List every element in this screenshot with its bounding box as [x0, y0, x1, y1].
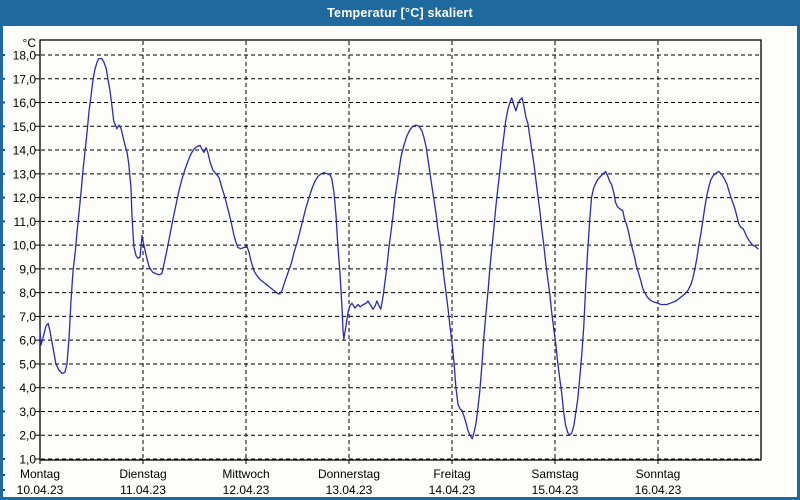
day-date-label: 15.04.23	[532, 483, 579, 497]
y-tick-label: 17,0	[13, 72, 37, 86]
y-tick-label: 10,0	[13, 239, 37, 253]
y-tick-label: 16,0	[13, 96, 37, 110]
y-axis-unit-label: °C	[23, 36, 37, 50]
plot-border	[39, 39, 762, 461]
temperature-chart: 18,0 17,0 16,0 15,0 14,0 13,0 12,0 11,0 10,0 9,0 8…	[3, 36, 762, 497]
y-tick-label: 9,0	[19, 262, 36, 276]
temperature-line	[39, 57, 759, 440]
y-tick-label: 5,0	[19, 357, 36, 371]
day-date-label: 12.04.23	[223, 483, 270, 497]
day-date-label: 11.04.23	[120, 483, 166, 497]
day-name-label: Samstag	[531, 467, 578, 481]
y-tick-label: 13,0	[13, 167, 37, 181]
day-name-label: Dienstag	[119, 467, 166, 481]
y-tick-label: 7,0	[19, 310, 36, 324]
day-name-label: Mittwoch	[222, 467, 269, 481]
title-bar[interactable]: Temperatur [°C] skaliert	[3, 0, 797, 26]
window-title: Temperatur [°C] skaliert	[327, 6, 473, 20]
day-date-label: 16.04.23	[635, 483, 682, 497]
y-tick-label: 2,0	[19, 429, 36, 443]
y-tick-label: 14,0	[13, 144, 37, 158]
y-tick-label: 12,0	[13, 191, 37, 205]
day-date-label: 13.04.23	[326, 483, 373, 497]
y-tick-label: 11,0	[14, 215, 37, 229]
y-tick-label: 6,0	[19, 334, 36, 348]
y-tick-label: 18,0	[13, 49, 37, 63]
y-tick-label: 8,0	[19, 286, 36, 300]
day-date-label: 14.04.23	[429, 483, 476, 497]
y-tick-label: 15,0	[13, 120, 37, 134]
y-tick-label: 4,0	[19, 381, 36, 395]
day-name-label: Sonntag	[636, 467, 681, 481]
y-tick-label: 1,0	[19, 453, 36, 467]
day-date-label: 10.04.23	[17, 483, 64, 497]
day-name-label: Freitag	[433, 467, 470, 481]
chart-area: 18,0 17,0 16,0 15,0 14,0 13,0 12,0 11,0 10,0 9,0 8…	[3, 26, 797, 497]
day-name-label: Donnerstag	[318, 467, 380, 481]
day-name-label: Montag	[20, 467, 60, 481]
y-tick-label: 3,0	[19, 405, 36, 419]
